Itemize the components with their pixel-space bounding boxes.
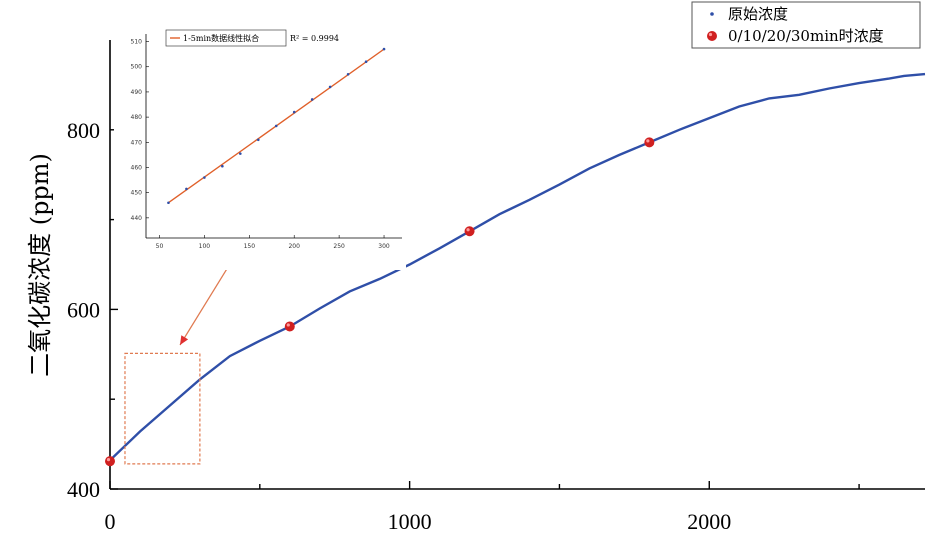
inset-raw-point: [203, 176, 206, 179]
inset-x-tick-label: 200: [288, 243, 300, 250]
inset-y-ticks: 440 450 460 470 480 490 500 510: [131, 39, 149, 222]
inset-raw-point: [310, 98, 314, 101]
inset-raw-point: [221, 164, 224, 168]
inset-x-tick-label: 50: [156, 243, 164, 250]
sample-point-highlight: [286, 323, 290, 327]
sample-point: [464, 226, 475, 237]
inset-y-tick-label: 490: [131, 89, 143, 96]
inset-raw-point: [328, 85, 332, 89]
sample-point-highlight: [466, 228, 470, 232]
x-tick-label: 2000: [687, 509, 731, 534]
sample-point-highlight: [646, 139, 650, 143]
inset-x-tick-label: 250: [333, 243, 345, 250]
inset-r2-annotation: R² = 0.9994: [290, 34, 339, 43]
inset-raw-point: [256, 138, 260, 142]
inset-chart: 50 100 150 200 250 300 440 450 460 470 480 490 500 5…: [114, 22, 406, 270]
y-axis-label: 二氧化碳浓度 (ppm): [26, 153, 54, 377]
legend: 原始浓度 0/10/20/30min时浓度: [691, 1, 921, 49]
y-tick-label: 600: [67, 297, 100, 322]
y-tick-label: 400: [67, 477, 100, 502]
legend-box: [691, 1, 921, 49]
inset-y-tick-label: 440: [131, 215, 143, 222]
inset-legend-box: [165, 29, 287, 47]
sample-point: [284, 321, 295, 332]
highlight-box: [124, 352, 201, 465]
inset-y-tick-label: 450: [131, 190, 143, 197]
legend-marker-sample-highlight: [708, 32, 713, 37]
inset-raw-point: [167, 201, 170, 205]
inset-legend-label: 1-5min数据线性拟合: [183, 33, 259, 43]
inset-y-tick-label: 500: [131, 64, 143, 71]
inset-legend: 1-5min数据线性拟合: [165, 29, 287, 47]
inset-raw-point: [185, 187, 188, 191]
series-line-raw: [109, 72, 926, 462]
arrow-line: [179, 258, 234, 346]
inset-raw-point: [292, 110, 296, 114]
sample-point: [644, 137, 655, 148]
sample-point-highlight: [106, 458, 111, 462]
series-markers: [105, 137, 655, 467]
arrow-head: [180, 335, 189, 345]
x-ticks: 0 1000 2000: [105, 481, 860, 534]
inset-raw-point: [364, 60, 368, 64]
inset-x-tick-label: 150: [244, 243, 256, 250]
legend-label-sample: 0/10/20/30min时浓度: [728, 27, 884, 45]
inset-y-tick-label: 480: [131, 114, 143, 121]
y-tick-label: 800: [67, 118, 100, 143]
legend-marker-sample: [707, 31, 717, 41]
inset-raw-points: [167, 47, 386, 205]
legend-marker-raw: [710, 12, 714, 16]
inset-y-tick-label: 510: [131, 39, 143, 46]
x-tick-label: 1000: [388, 509, 432, 534]
inset-raw-point: [382, 47, 386, 51]
inset-raw-point: [274, 124, 278, 128]
inset-x-ticks: 50 100 150 200 250 300: [156, 235, 390, 250]
inset-y-tick-label: 460: [131, 164, 143, 171]
inset-x-tick-label: 100: [199, 243, 211, 250]
inset-raw-point: [239, 152, 242, 155]
inset-x-tick-label: 300: [378, 243, 390, 250]
x-tick-label: 0: [105, 509, 116, 534]
legend-label-raw: 原始浓度: [728, 5, 788, 23]
inset-background: [114, 22, 406, 270]
inset-y-tick-label: 470: [131, 139, 143, 146]
sample-point: [105, 456, 115, 467]
inset-raw-point: [346, 72, 350, 76]
